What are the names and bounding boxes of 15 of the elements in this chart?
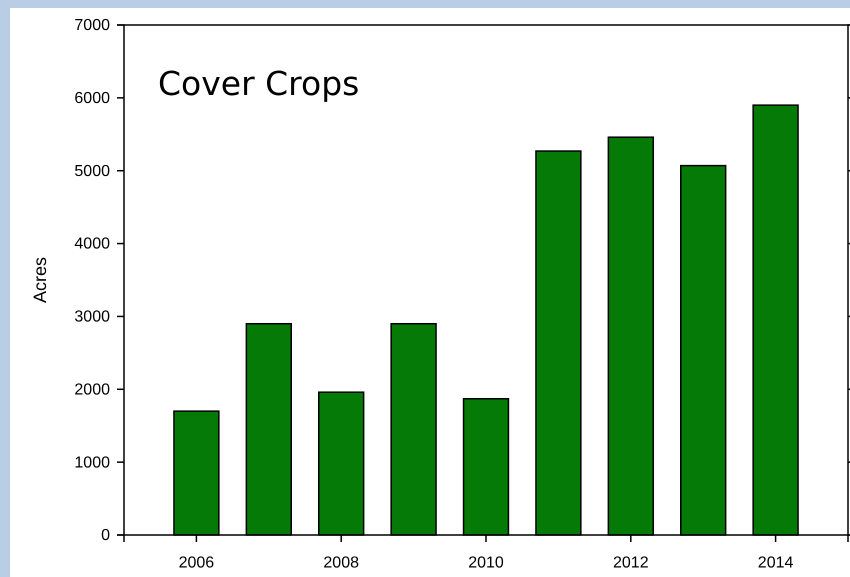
x-tick-label: 2014 xyxy=(758,554,794,572)
y-tick-label: 5000 xyxy=(74,162,110,180)
x-tick-label: 2010 xyxy=(468,554,504,572)
y-tick-label: 3000 xyxy=(74,308,110,326)
y-tick-label: 4000 xyxy=(74,236,110,253)
y-tick-label: 0 xyxy=(101,527,110,544)
text: Cover Crops xyxy=(158,64,360,103)
y-tick-label: 6000 xyxy=(74,90,110,107)
x-tick-label: 2012 xyxy=(613,554,649,572)
x-tick-label: 2006 xyxy=(178,554,214,572)
y-axis-title: Acres xyxy=(30,256,50,304)
y-tick-label: 1000 xyxy=(74,454,110,472)
y-tick-label: 2000 xyxy=(74,381,110,398)
x-tick-label: 2008 xyxy=(323,554,360,572)
y-tick-label: 7000 xyxy=(74,17,110,34)
